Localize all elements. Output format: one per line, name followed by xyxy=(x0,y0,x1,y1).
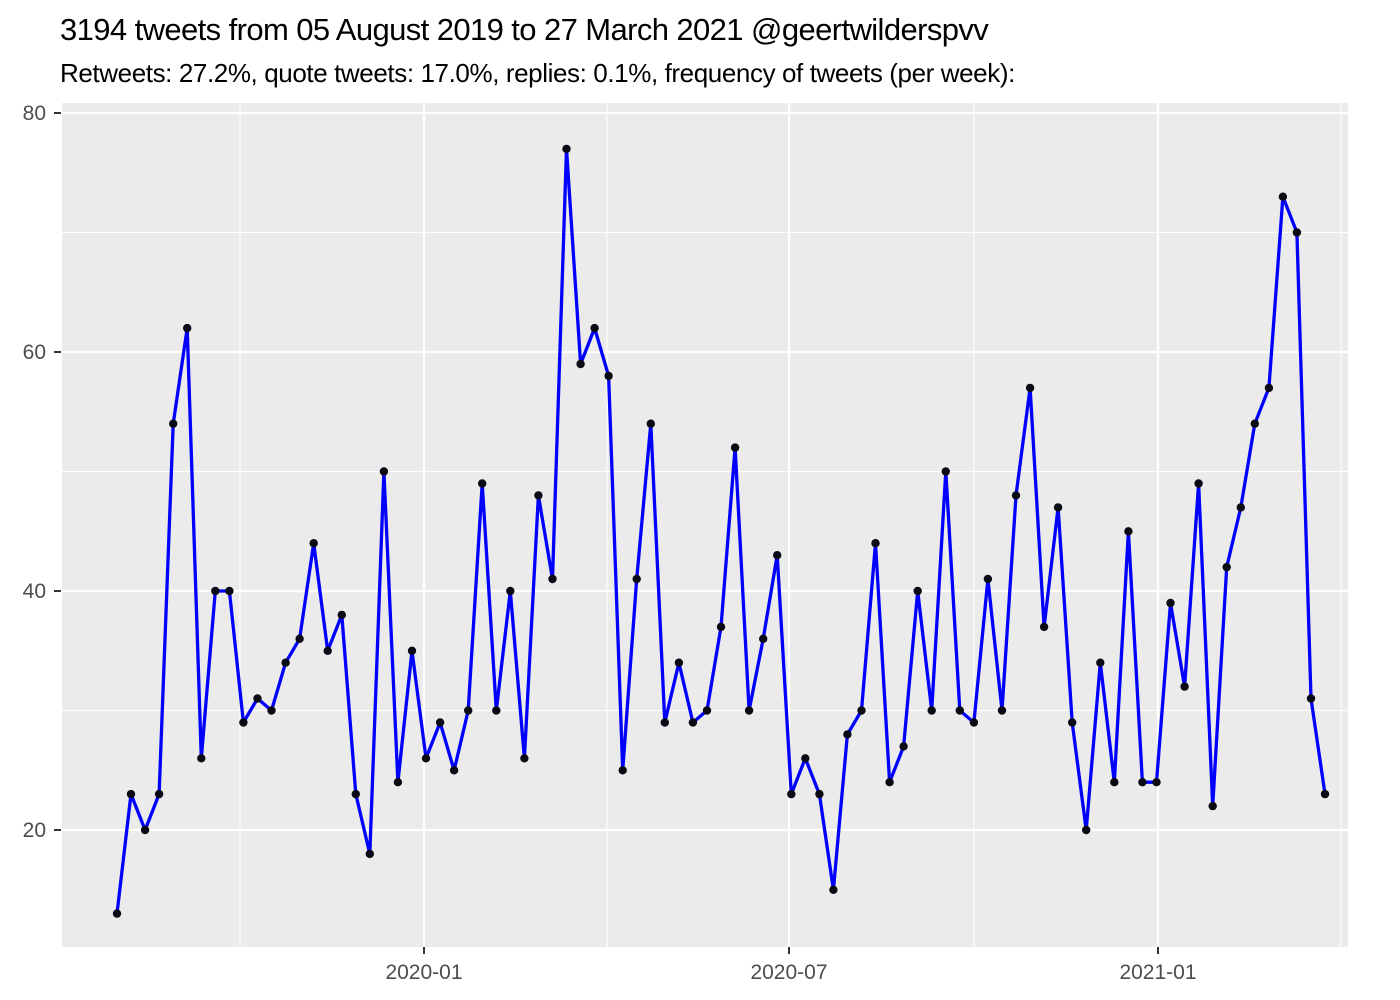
data-point xyxy=(773,551,782,560)
data-point xyxy=(1166,598,1175,608)
data-point xyxy=(969,718,979,727)
data-point xyxy=(857,706,866,715)
data-point xyxy=(927,706,936,715)
data-point xyxy=(590,323,599,333)
data-point xyxy=(534,491,543,500)
data-point xyxy=(1068,718,1077,727)
data-point xyxy=(674,658,684,667)
data-point xyxy=(379,467,389,476)
data-point xyxy=(829,885,838,894)
y-axis-tick-label: 60 xyxy=(23,341,46,364)
data-point xyxy=(997,706,1007,715)
x-axis-tick-label: 2020-01 xyxy=(385,961,462,984)
data-point xyxy=(618,766,627,775)
data-point xyxy=(688,718,698,727)
data-point xyxy=(183,323,192,333)
data-point xyxy=(1222,562,1231,572)
data-point xyxy=(197,754,206,763)
data-point xyxy=(478,479,487,488)
data-point xyxy=(983,574,993,584)
data-point xyxy=(407,646,417,655)
data-point xyxy=(464,706,473,715)
data-point xyxy=(1306,694,1316,703)
data-point xyxy=(281,658,290,667)
data-point xyxy=(899,742,908,751)
y-axis-tick-label: 40 xyxy=(23,580,46,603)
data-point xyxy=(941,467,950,476)
data-point xyxy=(351,789,360,799)
data-point xyxy=(1236,503,1246,512)
data-point xyxy=(646,419,655,428)
data-point xyxy=(492,706,501,715)
data-point xyxy=(1124,527,1133,536)
data-point xyxy=(225,586,234,596)
data-point xyxy=(787,789,796,799)
data-point xyxy=(660,718,669,727)
data-point xyxy=(506,586,515,596)
data-point xyxy=(801,754,810,763)
data-point xyxy=(1180,682,1189,691)
data-point xyxy=(211,586,220,596)
data-point xyxy=(253,694,262,703)
data-point xyxy=(1053,503,1063,512)
data-point xyxy=(843,730,852,739)
data-point xyxy=(1208,801,1217,811)
data-point xyxy=(1039,622,1049,632)
data-point xyxy=(548,574,557,584)
data-point xyxy=(1292,228,1302,237)
data-point xyxy=(1264,383,1274,393)
data-point xyxy=(1194,479,1203,488)
data-point xyxy=(365,849,374,859)
data-point xyxy=(140,825,150,835)
data-point xyxy=(393,778,403,787)
x-axis-tick-label: 2020-07 xyxy=(750,961,827,984)
data-point xyxy=(1152,778,1161,787)
data-point xyxy=(716,622,726,632)
data-point xyxy=(309,539,318,548)
data-point xyxy=(1110,778,1119,787)
data-point xyxy=(1138,778,1147,787)
data-point xyxy=(1250,419,1260,428)
data-point xyxy=(126,789,136,799)
data-point xyxy=(702,706,712,715)
chart-subtitle: Retweets: 27.2%, quote tweets: 17.0%, re… xyxy=(60,58,1015,88)
data-point xyxy=(871,539,880,548)
data-point xyxy=(744,706,754,715)
data-point xyxy=(759,634,768,643)
data-point xyxy=(421,754,431,763)
data-point xyxy=(1096,658,1105,667)
data-point xyxy=(449,766,459,775)
chart-title: 3194 tweets from 05 August 2019 to 27 Ma… xyxy=(60,12,989,47)
data-point xyxy=(1011,491,1021,500)
data-point xyxy=(815,789,824,799)
data-point xyxy=(435,718,445,727)
data-point xyxy=(1025,383,1035,393)
data-point xyxy=(154,789,164,799)
data-point xyxy=(520,754,529,763)
data-point xyxy=(169,419,178,428)
y-axis-tick-label: 80 xyxy=(23,102,46,125)
data-point xyxy=(913,586,922,596)
data-point xyxy=(337,610,346,620)
data-point xyxy=(730,443,740,452)
data-point xyxy=(239,718,248,727)
data-point xyxy=(632,574,641,584)
data-point xyxy=(955,706,964,715)
data-point xyxy=(1320,789,1330,799)
data-point xyxy=(1082,825,1091,835)
y-axis-tick-label: 20 xyxy=(23,819,46,842)
data-point xyxy=(323,646,332,655)
data-point xyxy=(295,634,304,643)
plot-panel xyxy=(62,103,1348,947)
data-point xyxy=(885,778,894,787)
data-point xyxy=(576,359,585,369)
x-axis-tick-label: 2021-01 xyxy=(1119,961,1196,984)
data-point xyxy=(112,909,122,918)
data-point xyxy=(1278,192,1288,201)
data-point xyxy=(604,371,613,381)
data-point xyxy=(267,706,276,715)
data-point xyxy=(562,144,571,154)
